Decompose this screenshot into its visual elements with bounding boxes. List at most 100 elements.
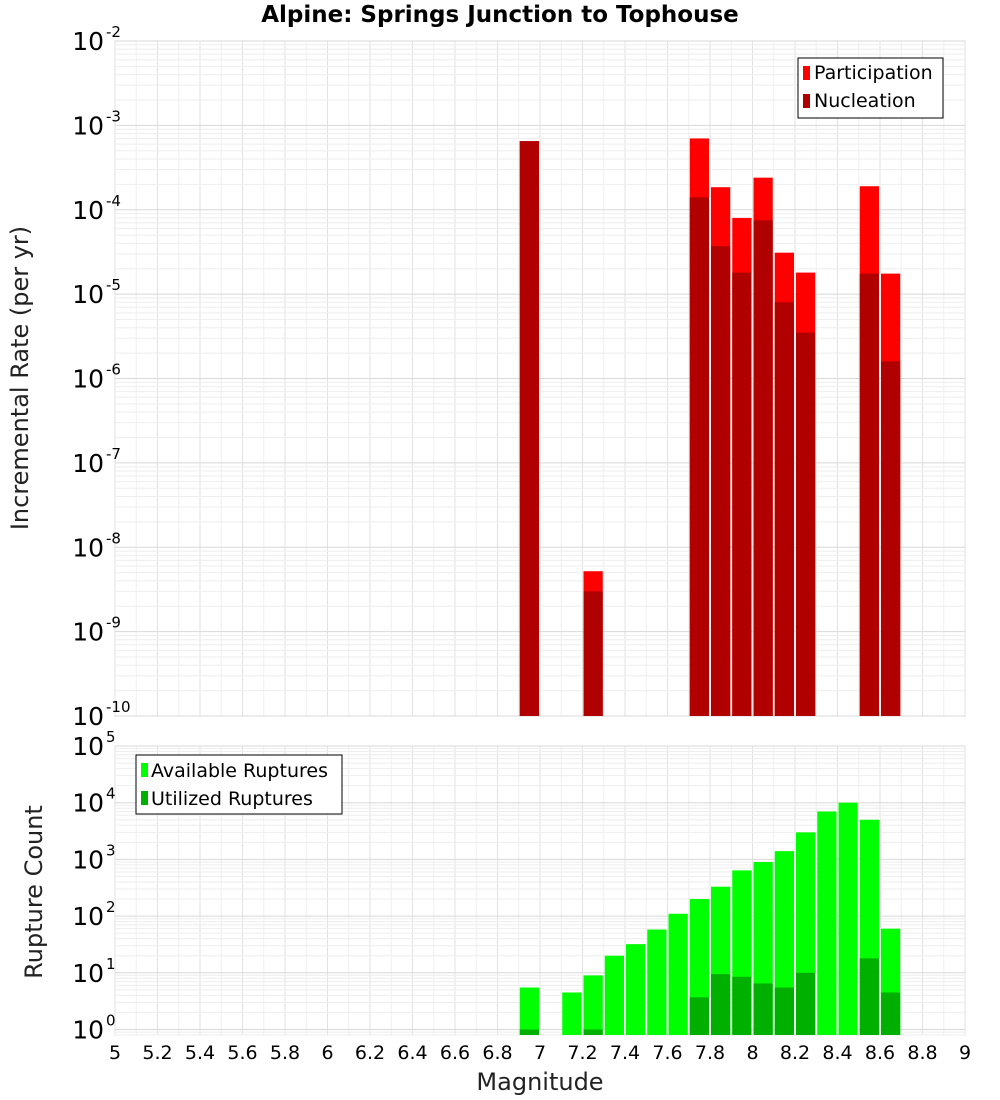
y-tick-exponent: 1 — [106, 955, 116, 973]
x-tick-label: 7 — [534, 1042, 546, 1064]
available-bar — [562, 992, 582, 1035]
x-tick-label: 6.4 — [397, 1042, 427, 1064]
utilized-bar — [583, 1029, 603, 1035]
available-bar — [626, 944, 646, 1035]
utilized-bar — [859, 958, 879, 1035]
utilized-bar — [881, 992, 901, 1035]
top-y-axis-label: Incremental Rate (per yr) — [6, 226, 34, 530]
x-tick-label: 7.4 — [610, 1042, 640, 1064]
y-tick-label: 10 — [72, 365, 104, 394]
y-tick-label: 10 — [72, 533, 104, 562]
y-tick-label: 10 — [72, 196, 104, 225]
y-tick-label: 10 — [72, 280, 104, 309]
available-bar — [519, 987, 539, 1035]
x-tick-label: 8 — [746, 1042, 758, 1064]
available-legend-swatch — [141, 763, 148, 777]
x-tick-label: 6.2 — [355, 1042, 385, 1064]
available-bar — [668, 913, 688, 1035]
y-tick-exponent: -6 — [106, 361, 121, 379]
x-tick-label: 6 — [321, 1042, 333, 1064]
nucleation-bar — [881, 361, 901, 716]
x-tick-label: 5 — [109, 1042, 121, 1064]
x-tick-label: 6.8 — [482, 1042, 512, 1064]
utilized-bar — [689, 997, 709, 1035]
y-tick-exponent: -10 — [106, 698, 131, 716]
x-tick-label: 5.2 — [142, 1042, 172, 1064]
top-grid — [114, 40, 966, 717]
nucleation-bar — [796, 332, 816, 716]
y-tick-label: 10 — [72, 1016, 104, 1045]
x-tick-label: 8.6 — [865, 1042, 895, 1064]
y-tick-exponent: 2 — [106, 898, 116, 916]
utilized-bar — [796, 972, 816, 1035]
x-ticks: 5 5.2 5.4 5.6 5.8 6 6.2 6.4 6.6 6.8 7 7.2 7.4 7.6 7.8 8… — [109, 1042, 971, 1064]
y-tick-exponent: 3 — [106, 841, 116, 859]
x-tick-label: 5.8 — [270, 1042, 300, 1064]
nucleation-bar — [519, 141, 539, 717]
chart-title: Alpine: Springs Junction to Tophouse — [261, 2, 739, 28]
participation-legend-label: Participation — [814, 62, 933, 84]
y-tick-exponent: 5 — [106, 728, 116, 746]
y-tick-label: 10 — [72, 732, 104, 761]
y-tick-exponent: 0 — [106, 1012, 116, 1030]
available-bar — [817, 811, 837, 1035]
nucleation-legend-swatch — [803, 94, 810, 108]
available-legend-label: Available Ruptures — [151, 760, 328, 782]
utilized-bar — [519, 1029, 539, 1035]
y-tick-exponent: -3 — [106, 107, 121, 125]
utilized-bar — [732, 976, 752, 1035]
nucleation-bar — [774, 302, 794, 716]
y-tick-label: 10 — [72, 618, 104, 647]
top-legend-box — [797, 57, 944, 119]
x-tick-label: 5.6 — [227, 1042, 257, 1064]
nucleation-bar — [583, 591, 603, 716]
available-bar — [647, 929, 667, 1035]
bottom-bars — [519, 802, 901, 1035]
x-tick-label: 5.4 — [185, 1042, 215, 1064]
nucleation-bar — [689, 197, 709, 717]
utilized-bar — [711, 974, 731, 1035]
nucleation-bar — [859, 273, 879, 716]
available-bar — [604, 955, 624, 1035]
x-tick-label: 7.8 — [695, 1042, 725, 1064]
y-tick-exponent: -2 — [106, 23, 121, 41]
y-tick-exponent: -4 — [106, 192, 121, 210]
y-tick-exponent: -7 — [106, 445, 121, 463]
x-tick-label: 7.2 — [567, 1042, 597, 1064]
y-tick-label: 10 — [72, 789, 104, 818]
y-tick-label: 10 — [72, 111, 104, 140]
y-tick-label: 10 — [72, 27, 104, 56]
top-legend: Participation Nucleation — [797, 57, 944, 119]
nucleation-bar — [732, 272, 752, 716]
y-tick-label: 10 — [72, 702, 104, 731]
utilized-legend-label: Utilized Ruptures — [151, 788, 313, 810]
y-tick-label: 10 — [72, 959, 104, 988]
x-tick-label: 9 — [959, 1042, 971, 1064]
top-bars — [519, 138, 901, 717]
x-axis-label: Magnitude — [476, 1068, 603, 1096]
participation-legend-swatch — [803, 66, 810, 80]
utilized-legend-swatch — [141, 791, 148, 805]
x-tick-label: 8.2 — [780, 1042, 810, 1064]
nucleation-bar — [711, 246, 731, 716]
nucleation-legend-label: Nucleation — [814, 90, 916, 112]
y-tick-exponent: 4 — [106, 785, 116, 803]
x-tick-label: 8.8 — [907, 1042, 937, 1064]
x-tick-label: 6.6 — [440, 1042, 470, 1064]
y-tick-exponent: -8 — [106, 529, 121, 547]
utilized-bar — [753, 983, 773, 1035]
bottom-y-axis-label: Rupture Count — [20, 805, 48, 979]
available-bar — [583, 975, 603, 1035]
x-tick-label: 7.6 — [652, 1042, 682, 1064]
utilized-bar — [774, 987, 794, 1035]
bottom-legend: Available Ruptures Utilized Ruptures — [135, 754, 343, 815]
x-tick-label: 8.4 — [822, 1042, 852, 1064]
y-tick-exponent: -5 — [106, 276, 121, 294]
nucleation-bar — [753, 220, 773, 717]
bottom-legend-box — [135, 754, 343, 815]
